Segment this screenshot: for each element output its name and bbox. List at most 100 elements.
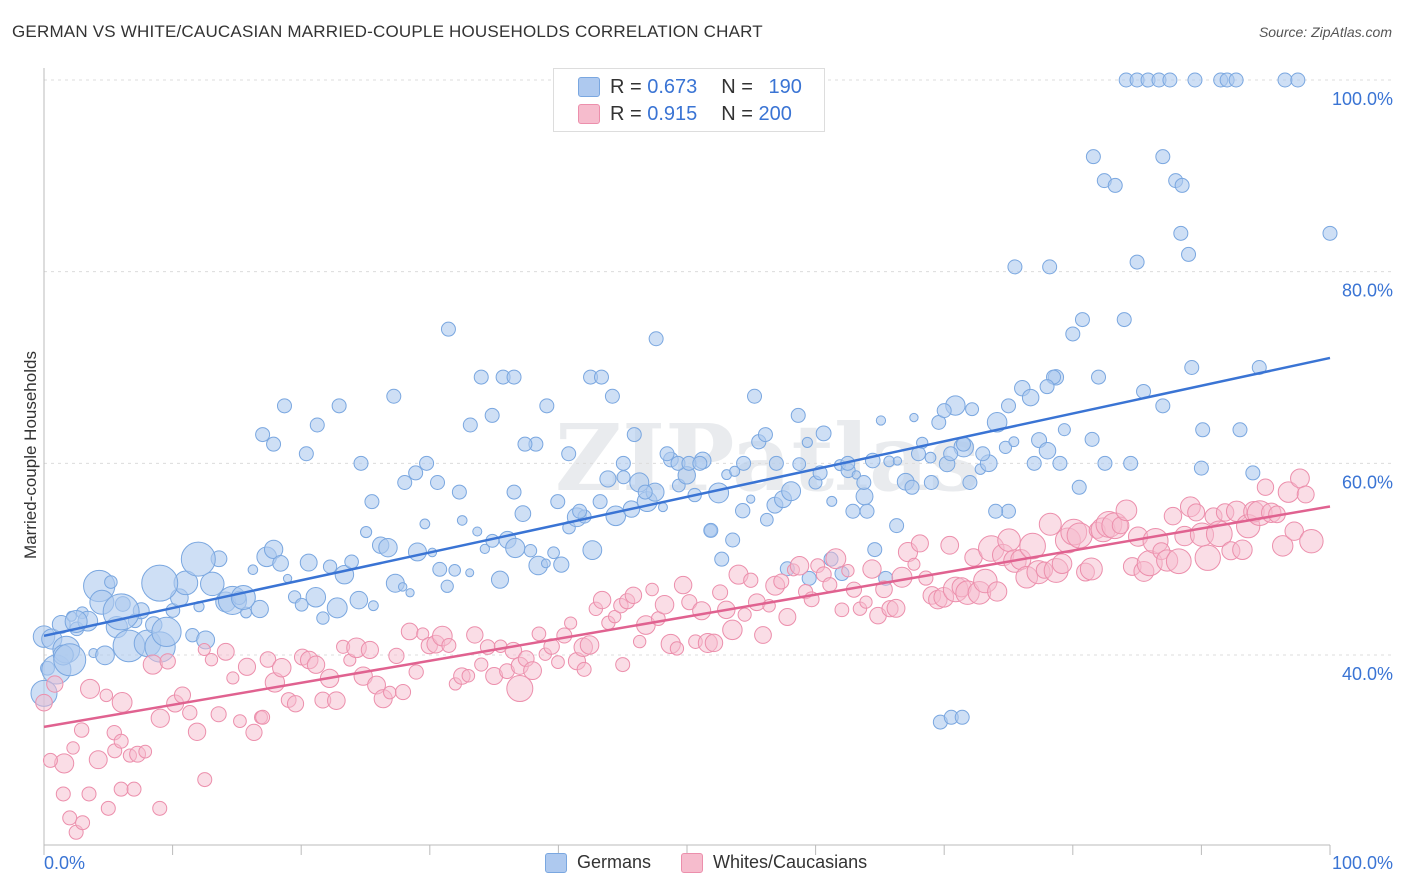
german-point	[326, 597, 348, 619]
german-point	[419, 455, 435, 471]
german-point	[826, 495, 838, 507]
white-point	[113, 733, 129, 749]
white-point	[42, 752, 58, 768]
german-point	[1162, 72, 1178, 88]
german-point	[448, 564, 461, 577]
german-point	[747, 388, 763, 404]
legend-item-whites[interactable]: Whites/Caucasians	[681, 852, 867, 873]
legend-row-germans: R = 0.673 N = 190	[578, 74, 802, 100]
white-point	[88, 750, 108, 770]
white-point	[997, 528, 1021, 552]
white-point	[159, 653, 176, 670]
german-point	[1085, 149, 1101, 165]
white-point	[62, 810, 78, 826]
white-point	[886, 598, 906, 618]
german-point	[703, 522, 719, 538]
german-point	[547, 546, 560, 560]
german-point	[263, 539, 284, 560]
white-point	[113, 781, 129, 797]
german-point	[1155, 149, 1171, 165]
german-point	[255, 427, 271, 443]
german-point	[465, 568, 475, 578]
white-point	[704, 633, 724, 653]
white-point	[1051, 553, 1073, 574]
german-point	[490, 570, 510, 589]
white-point	[859, 595, 873, 609]
german-point	[1057, 423, 1071, 437]
legend-label-germans: Germans	[577, 852, 652, 872]
german-point	[659, 446, 675, 462]
white-point	[216, 642, 235, 661]
german-point	[473, 369, 489, 385]
german-point	[440, 321, 456, 337]
german-point	[572, 503, 588, 519]
legend-r-label: R =	[610, 102, 642, 125]
german-point	[299, 553, 318, 572]
german-point	[725, 532, 741, 548]
german-point	[432, 561, 448, 577]
german-point	[1021, 388, 1040, 407]
german-point	[200, 571, 225, 597]
german-point	[378, 537, 398, 558]
white-point	[778, 608, 797, 626]
white-point	[624, 586, 643, 605]
german-point	[322, 559, 338, 574]
german-point	[517, 436, 533, 452]
white-point	[875, 580, 893, 599]
y-axis-label: Married-couple Households	[21, 351, 40, 559]
german-point	[360, 525, 373, 539]
german-point	[943, 446, 959, 462]
german-point	[514, 505, 532, 522]
german-point	[266, 436, 282, 452]
german-point	[1039, 379, 1055, 395]
german-point	[367, 600, 379, 612]
german-point	[1042, 259, 1058, 275]
white-point	[204, 653, 219, 667]
german-point	[781, 481, 802, 502]
white-point	[1165, 548, 1192, 575]
white-point	[523, 661, 542, 681]
german-point	[451, 484, 467, 500]
german-point	[430, 475, 446, 490]
white-point	[111, 691, 133, 713]
white-point	[73, 722, 90, 738]
german-point	[272, 555, 289, 572]
white-point	[286, 695, 305, 713]
white-point	[737, 607, 752, 622]
german-point	[462, 417, 478, 433]
white-point	[673, 575, 693, 595]
white-point	[1187, 503, 1206, 522]
white-point	[75, 815, 91, 831]
german-point	[386, 388, 402, 404]
white-point	[46, 675, 64, 693]
white-point	[138, 744, 153, 759]
white-point	[99, 688, 114, 703]
white-point	[645, 582, 659, 597]
german-point	[479, 543, 490, 555]
legend-swatch-germans	[545, 852, 567, 873]
legend-r-value: 0.673	[647, 75, 698, 98]
german-point	[889, 518, 905, 534]
white-point	[360, 640, 379, 660]
german-point	[859, 503, 875, 519]
white-point	[834, 602, 850, 618]
german-point	[561, 446, 577, 462]
german-point	[1181, 246, 1197, 262]
white-point	[187, 722, 207, 741]
german-point	[923, 475, 939, 490]
german-point	[1074, 312, 1090, 328]
german-point	[714, 551, 730, 567]
white-point	[615, 657, 631, 673]
german-point	[615, 455, 631, 471]
german-point	[1052, 455, 1068, 471]
german-point	[605, 505, 627, 527]
white-point	[81, 786, 97, 802]
german-point	[102, 593, 140, 631]
german-point	[892, 456, 903, 466]
german-point	[1173, 225, 1189, 241]
white-point	[1299, 528, 1324, 554]
legend-item-germans[interactable]: Germans	[545, 852, 651, 873]
german-point	[626, 427, 642, 443]
german-point	[599, 470, 617, 488]
german-point	[592, 494, 608, 510]
